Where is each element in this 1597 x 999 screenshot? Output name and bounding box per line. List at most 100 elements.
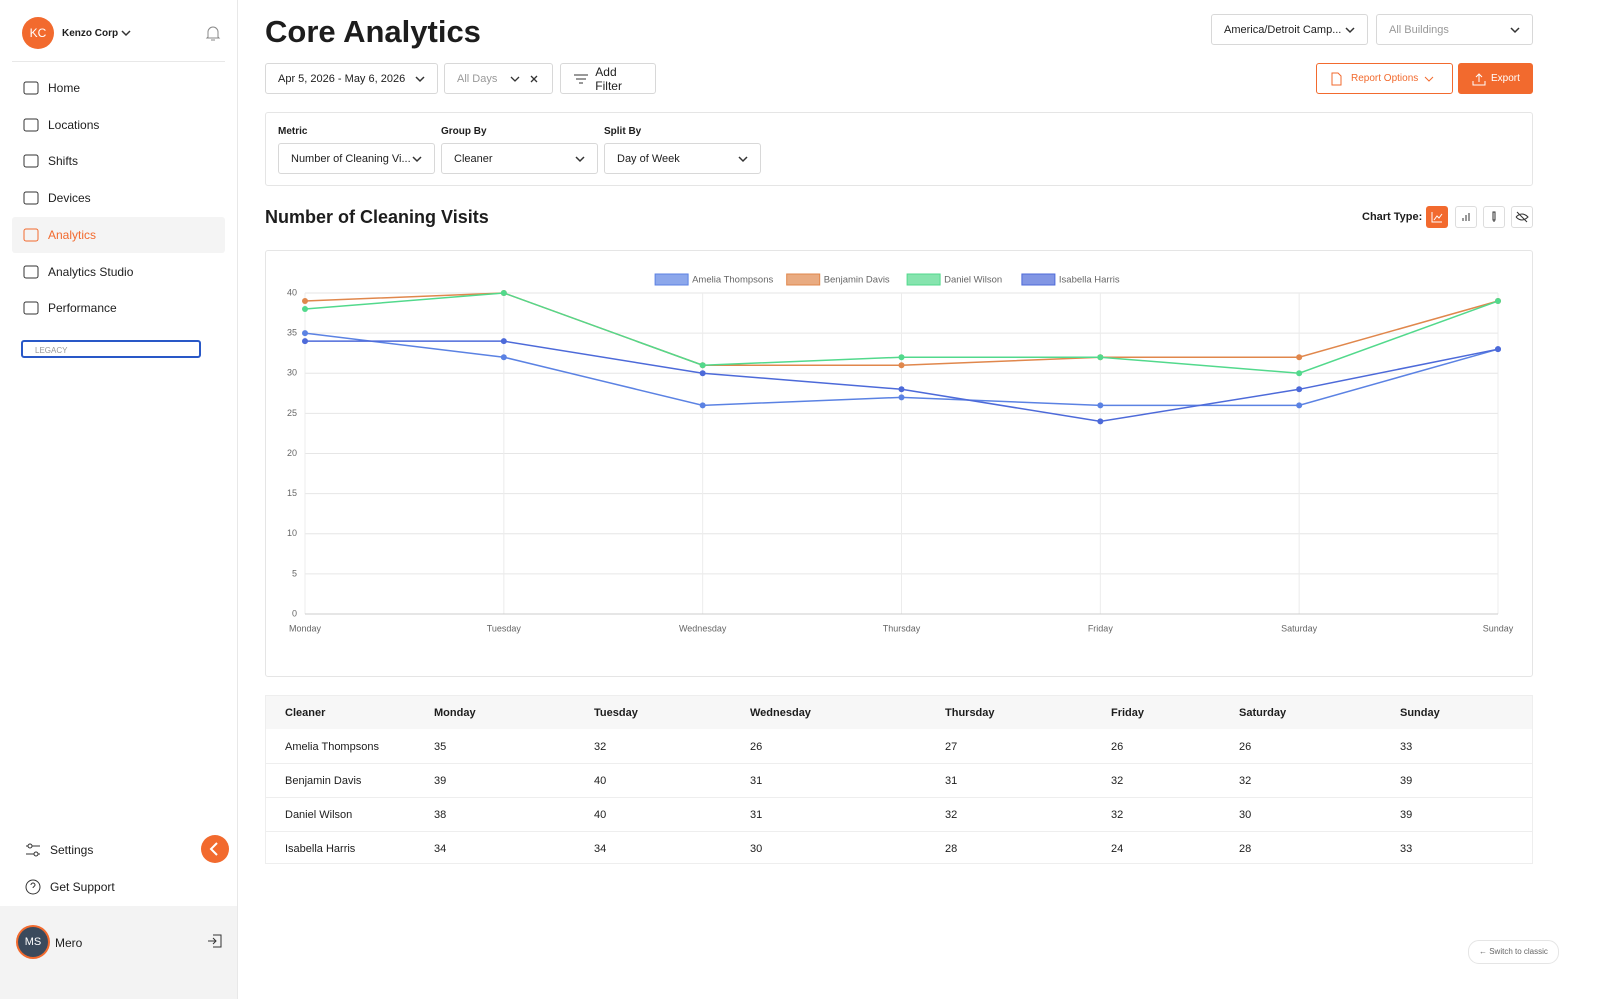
data-point [1097,402,1104,409]
x-tick-label: Wednesday [679,623,727,633]
nav-icon [23,154,39,168]
metric-select[interactable]: Number of Cleaning Vi... [278,143,435,174]
legend-label: Benjamin Davis [824,275,890,286]
row-divider [266,797,1532,798]
org-name[interactable]: Kenzo Corp [62,28,119,39]
group-text: Cleaner [454,152,493,165]
settings-link[interactable]: Settings [14,832,227,868]
split-text: Day of Week [617,152,680,165]
nav-item[interactable]: Performance [12,290,225,326]
chevron [121,30,131,37]
campus-text: America/Detroit Camp... [1224,23,1342,36]
table-cell: 26 [1111,741,1124,753]
nav-icon [23,228,39,242]
table-cell: 27 [945,741,958,753]
table-cell: Isabella Harris [285,843,356,855]
icon-shape [23,118,39,132]
nav-icon [23,81,39,95]
add-filter-text: Add Filter [595,64,622,93]
split-select[interactable]: Day of Week [604,143,761,174]
data-point [302,306,308,313]
data-point [699,362,706,369]
nav-item[interactable]: Analytics Studio [12,254,225,290]
table-cell: 31 [750,775,763,787]
table-cell: 32 [594,741,607,753]
nav-item[interactable]: Home [12,70,225,106]
support-link[interactable]: Get Support [14,869,227,905]
nav-item[interactable]: Devices [12,180,225,216]
icon-shape [23,265,39,278]
data-point [302,338,308,345]
y-tick-label: 35 [287,328,297,338]
x-tick-label: Sunday [1483,623,1514,633]
table-header: Friday [1111,707,1145,719]
group-select[interactable]: Cleaner [441,143,598,174]
nav-text: Devices [48,191,91,206]
bell-icon[interactable] [205,24,221,42]
data-point [1097,418,1104,425]
metric-label: Metric [278,126,308,137]
sidebar: KC Kenzo Corp Home Locations Shifts Devices… [0,0,238,999]
x-tick-label: Tuesday [487,623,522,633]
metric-text: Number of Cleaning Vi... [291,152,411,165]
data-point [500,290,507,296]
nav-icon [23,265,39,278]
nav-text: Shifts [48,154,79,169]
nav-item[interactable]: Analytics [12,216,225,253]
chart-type-hide[interactable] [1511,206,1533,228]
nav-icon [23,301,39,315]
data-point [699,402,706,409]
row-divider [266,831,1532,832]
legacy-section[interactable]: LEGACY [21,340,201,358]
date-range[interactable]: Apr 5, 2026 - May 6, 2026 [265,63,438,94]
switch-classic[interactable]: ← Switch to classic [1468,940,1559,964]
campus-select[interactable]: America/Detroit Camp... [1211,14,1368,45]
table-header: Tuesday [594,707,638,719]
add-filter[interactable]: Add Filter [560,63,656,94]
nav-item[interactable]: Shifts [12,143,225,179]
divider [12,61,225,62]
table-cell: 31 [945,775,958,787]
table-header: Monday [434,707,476,719]
x-tick-label: Saturday [1281,623,1318,633]
chart: 0 5 10 15 20 25 30 35 40 Monday Tuesday Wednesday Th… [265,250,1533,677]
table-cell: Amelia Thompsons [285,741,379,753]
support-text: Get Support [50,880,115,894]
legend-label: Isabella Harris [1059,275,1120,286]
nav-text: Analytics Studio [48,264,134,279]
logout-icon[interactable] [207,933,223,949]
data-point [302,298,308,305]
table-cell: Daniel Wilson [285,809,353,821]
nav-item[interactable]: Locations [12,107,225,143]
settings-text: Settings [50,843,94,857]
chart-type-heat[interactable] [1483,206,1505,228]
user-name: Mero [55,936,83,950]
buildings-select[interactable]: All Buildings [1376,14,1533,45]
export-text: Export [1491,73,1520,84]
y-tick-label: 5 [292,568,297,578]
chart-title: Number of Cleaning Visits [265,207,489,227]
legend-label: Daniel Wilson [944,275,1002,286]
table-cell: 35 [434,741,447,753]
nav-text: Home [48,81,81,95]
x-tick-label: Friday [1088,623,1114,633]
export-button[interactable]: Export [1458,63,1533,94]
split-label: Split By [604,126,642,137]
icon-shape [23,81,39,95]
chart-type-bar[interactable] [1455,206,1477,228]
x-tick-label: Thursday [883,623,921,633]
legend-swatch [654,273,689,286]
chart-type-line[interactable] [1426,206,1448,228]
buildings-text: All Buildings [1389,23,1449,36]
collapse-button[interactable] [201,835,229,863]
table-cell: 32 [1239,775,1252,787]
nav-text: Performance [48,301,117,316]
table-cell: 32 [1111,775,1124,787]
data-point [500,338,507,345]
nav-text: Analytics [48,227,97,242]
org-avatar[interactable]: KC [22,17,54,49]
days-filter[interactable]: All Days [444,63,553,94]
table-cell: 28 [1239,843,1252,855]
report-options[interactable]: Report Options [1316,63,1453,94]
